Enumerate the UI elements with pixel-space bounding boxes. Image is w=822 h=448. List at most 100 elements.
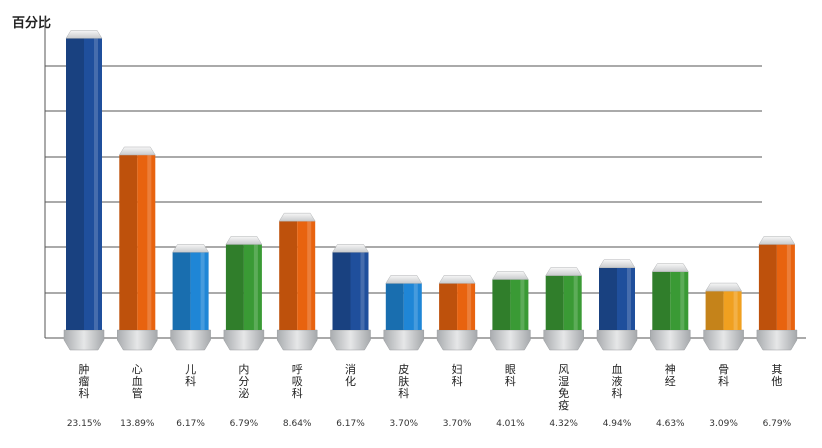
bar-14 xyxy=(756,236,798,351)
bar-11 xyxy=(596,259,638,351)
bar-cap xyxy=(65,30,103,39)
category-label: 肿瘤科 xyxy=(79,362,90,400)
bar-body-right xyxy=(297,221,316,330)
bar-highlight xyxy=(627,267,631,330)
bar-body-left xyxy=(545,275,564,330)
bar-6 xyxy=(330,244,371,351)
bar-base xyxy=(490,329,531,351)
bar-body-right xyxy=(776,244,795,330)
bar-body-right xyxy=(510,279,529,330)
bar-body-left xyxy=(66,38,84,331)
value-label: 4.32% xyxy=(549,419,578,429)
category-label: 眼科 xyxy=(505,363,516,388)
bar-1 xyxy=(63,30,105,351)
bar-body-right xyxy=(350,252,369,330)
bar-body-right xyxy=(563,275,582,330)
bar-9 xyxy=(490,271,531,351)
bar-cap xyxy=(172,244,210,253)
category-label: 心血管 xyxy=(132,363,143,400)
bar-body-left xyxy=(119,154,138,330)
bar-cap xyxy=(332,244,369,253)
value-label: 6.79% xyxy=(763,419,792,429)
bar-highlight xyxy=(413,283,418,330)
bar-cap xyxy=(545,267,583,276)
bar-3 xyxy=(170,244,211,351)
bar-highlight xyxy=(147,154,152,330)
bar-base xyxy=(63,329,105,351)
bar-highlight xyxy=(573,275,578,330)
bar-body-left xyxy=(705,291,724,330)
bar-body-right xyxy=(137,154,156,330)
value-label: 6.79% xyxy=(230,419,259,429)
grid-lines xyxy=(45,65,762,294)
bar-body-left xyxy=(172,252,191,330)
bar-base xyxy=(596,329,638,351)
bar-4 xyxy=(223,236,265,351)
category-label: 妇科 xyxy=(452,363,463,388)
bar-highlight xyxy=(680,271,685,330)
category-label: 呼吸科 xyxy=(292,363,303,400)
bar-base xyxy=(756,329,798,351)
bar-cap xyxy=(758,236,796,245)
bar-base xyxy=(650,329,691,351)
bar-body-right xyxy=(190,252,209,330)
bar-base xyxy=(703,329,744,351)
bar-body-left xyxy=(332,252,351,330)
bar-body-right xyxy=(457,283,476,330)
category-label: 神经 xyxy=(665,362,676,388)
value-label: 8.64% xyxy=(283,419,312,429)
value-label: 3.70% xyxy=(390,419,419,429)
bar-base xyxy=(330,329,371,351)
bar-cap xyxy=(225,236,263,245)
bar-body-left xyxy=(385,283,404,330)
bar-7 xyxy=(383,275,425,351)
bar-body-right xyxy=(84,38,102,331)
bar-10 xyxy=(543,267,584,351)
value-label: 3.09% xyxy=(709,419,738,429)
value-label: 6.17% xyxy=(336,419,365,429)
category-label: 血液科 xyxy=(612,362,623,400)
bar-2 xyxy=(117,146,158,351)
bar-highlight xyxy=(467,283,472,330)
y-axis-label: 百分比 xyxy=(12,16,52,31)
bar-body-left xyxy=(492,279,511,330)
bar-cap xyxy=(118,146,156,156)
value-label: 6.17% xyxy=(176,419,205,429)
value-label: 4.63% xyxy=(656,419,685,429)
bar-body-right xyxy=(243,244,262,330)
bar-base xyxy=(223,329,265,351)
bar-12 xyxy=(650,263,691,351)
bar-cap xyxy=(598,259,636,269)
bar-cap xyxy=(385,275,423,284)
bar-base xyxy=(170,329,211,351)
value-label: 4.94% xyxy=(603,419,632,429)
bar-base xyxy=(436,329,478,351)
bar-cap xyxy=(651,263,689,272)
bar-base xyxy=(383,329,425,351)
bar-cap xyxy=(278,212,316,222)
bar-body-left xyxy=(652,271,671,330)
category-label: 内分泌 xyxy=(238,362,249,400)
bars xyxy=(63,30,798,351)
bar-highlight xyxy=(733,291,738,330)
bar-cap xyxy=(438,275,476,284)
bar-cap xyxy=(491,271,529,280)
bar-body-left xyxy=(279,221,298,330)
bar-body-left xyxy=(225,244,244,330)
bar-highlight xyxy=(200,252,205,330)
bar-highlight xyxy=(786,244,791,330)
bar-cap xyxy=(705,282,743,292)
category-label: 其他 xyxy=(771,363,782,388)
bar-base xyxy=(117,329,158,351)
bar-5 xyxy=(276,212,318,351)
value-labels: 23.15% 13.89% 6.17% 6.79% 8.64% 6.17% 3.70% 3.7… xyxy=(67,419,792,429)
bar-body-left xyxy=(439,283,458,330)
category-label: 风湿免疫 xyxy=(558,363,569,412)
bar-body-right xyxy=(403,283,422,330)
category-label: 皮肤科 xyxy=(398,363,409,400)
bar-body-left xyxy=(599,267,617,330)
value-label: 23.15% xyxy=(67,419,102,429)
bar-base xyxy=(276,329,318,351)
